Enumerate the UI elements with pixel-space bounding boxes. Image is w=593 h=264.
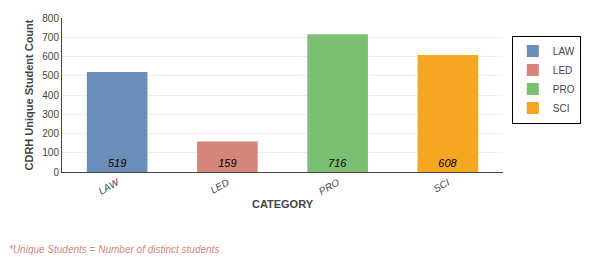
svg-text:LAW: LAW [97,176,122,197]
svg-text:SCI: SCI [553,103,570,114]
svg-text:800: 800 [42,13,59,24]
svg-text:608: 608 [438,157,457,169]
svg-text:0: 0 [53,167,59,178]
svg-text:500: 500 [42,70,59,81]
svg-text:400: 400 [42,90,59,101]
svg-text:700: 700 [42,32,59,43]
svg-text:100: 100 [42,147,59,158]
svg-text:716: 716 [328,157,347,169]
svg-text:CDRH Unique Student Count: CDRH Unique Student Count [23,19,35,170]
svg-text:*Unique Students = Number of d: *Unique Students = Number of distinct st… [9,244,219,255]
svg-text:PRO: PRO [317,176,341,196]
svg-text:LED: LED [553,65,572,76]
svg-text:LED: LED [209,177,231,196]
svg-text:LAW: LAW [553,46,575,57]
svg-text:CATEGORY: CATEGORY [252,198,314,210]
svg-text:300: 300 [42,109,59,120]
svg-text:519: 519 [108,157,126,169]
svg-text:159: 159 [218,157,236,169]
svg-text:600: 600 [42,51,59,62]
svg-text:200: 200 [42,128,59,139]
svg-text:PRO: PRO [553,84,575,95]
svg-text:SCI: SCI [431,176,451,194]
